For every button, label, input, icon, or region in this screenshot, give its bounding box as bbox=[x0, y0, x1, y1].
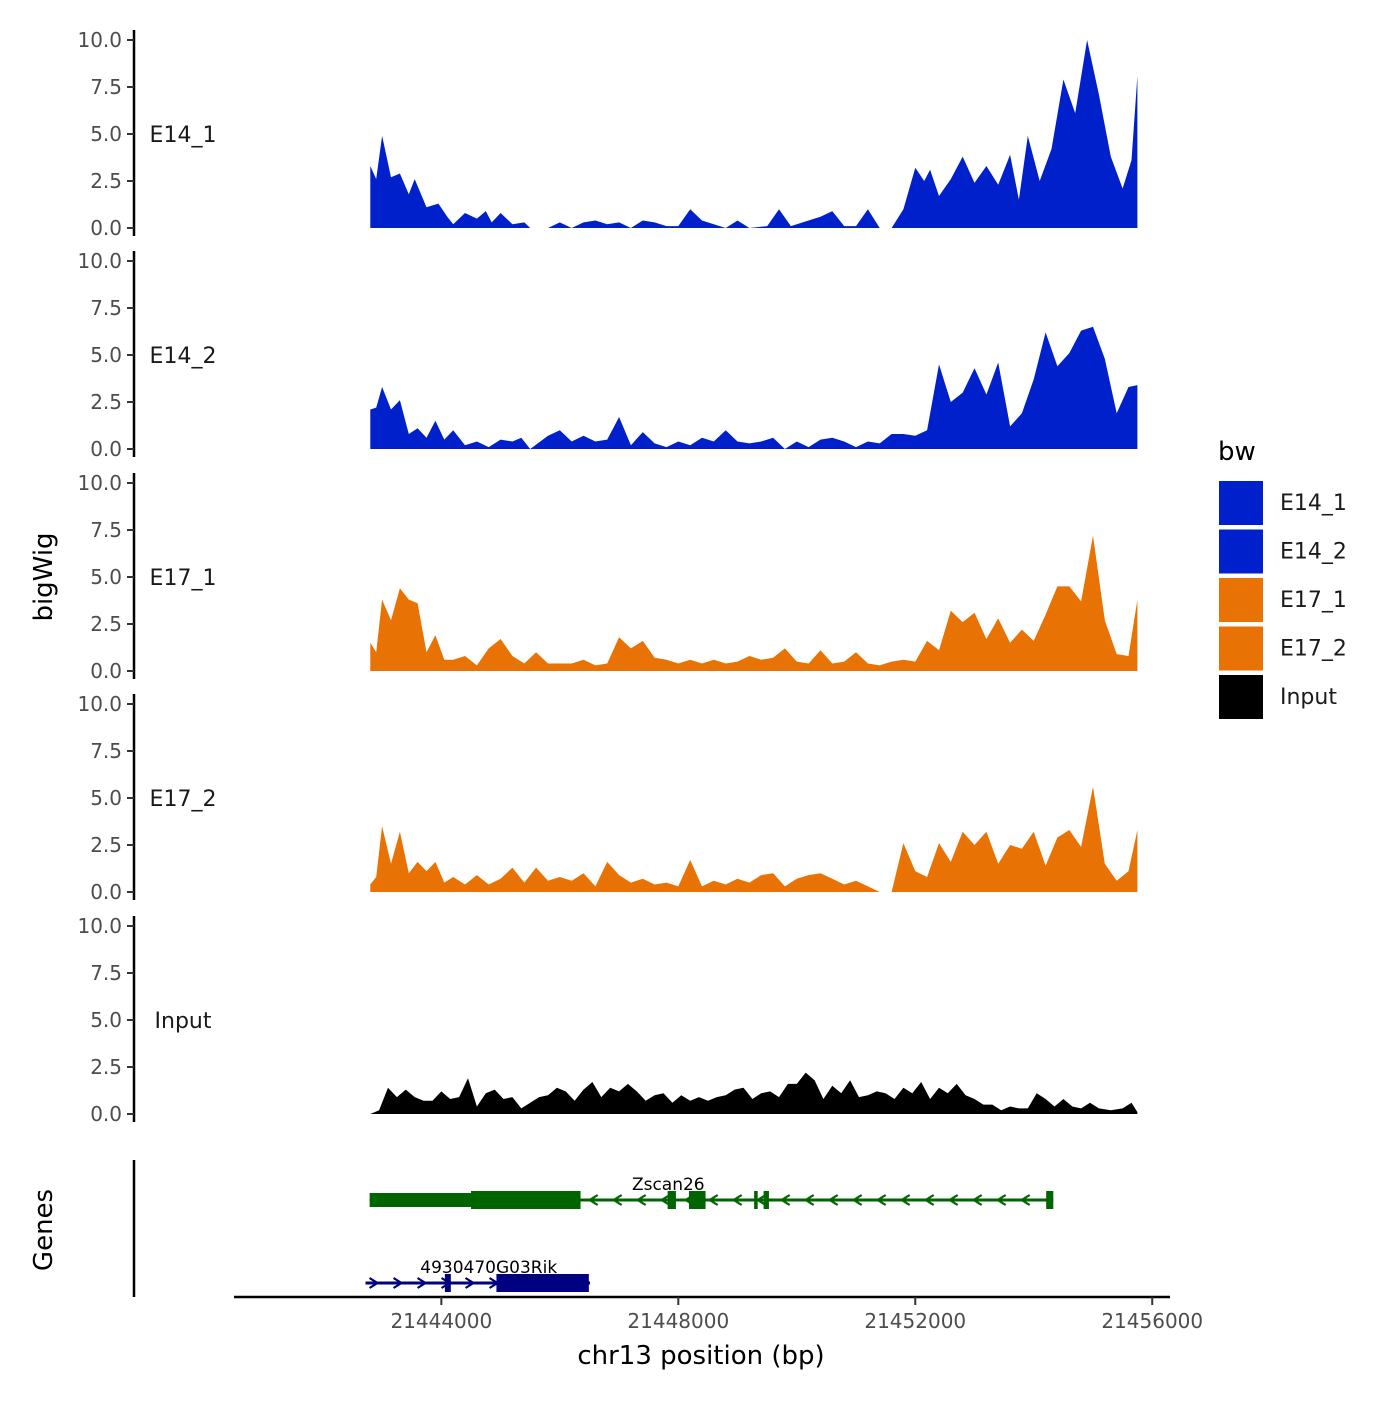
legend-title: bw bbox=[1218, 437, 1256, 467]
y-tick-label: 5.0 bbox=[90, 1008, 122, 1032]
y-tick-label: 7.5 bbox=[90, 75, 122, 99]
coverage-area-e17_1 bbox=[370, 535, 1138, 671]
y-tick-label: 2.5 bbox=[90, 833, 122, 857]
y-tick-label: 10.0 bbox=[77, 471, 122, 495]
gene-name-label: 4930470G03Rik bbox=[420, 1258, 557, 1278]
y-tick-label: 0.0 bbox=[90, 216, 122, 240]
gene-exon bbox=[470, 1191, 581, 1209]
strand-arrow bbox=[971, 1194, 983, 1206]
strand-arrow bbox=[995, 1194, 1007, 1206]
gene-exon bbox=[444, 1274, 451, 1292]
y-tick-label: 5.0 bbox=[90, 565, 122, 589]
legend-swatch-input bbox=[1217, 673, 1265, 721]
y-tick-label: 2.5 bbox=[90, 1055, 122, 1079]
strand-arrow bbox=[368, 1277, 380, 1289]
legend-label-input: Input bbox=[1280, 685, 1337, 710]
gene-exon bbox=[667, 1191, 676, 1209]
track-panel-e14_1: 0.0 2.5 5.0 7.5 10.0 E14_1 bbox=[77, 28, 1138, 240]
y-tick-label: 5.0 bbox=[90, 343, 122, 367]
legend-label-e17_1: E17_1 bbox=[1280, 588, 1347, 613]
strand-arrow bbox=[392, 1277, 404, 1289]
track-panel-e17_1: 0.0 2.5 5.0 7.5 10.0 E17_1 bbox=[77, 471, 1138, 683]
gene-exon bbox=[369, 1193, 471, 1207]
y-tick-label: 7.5 bbox=[90, 739, 122, 763]
strand-arrow bbox=[587, 1194, 599, 1206]
gene-name-label: Zscan26 bbox=[632, 1175, 705, 1195]
strand-arrow bbox=[899, 1194, 911, 1206]
y-tick-label: 10.0 bbox=[77, 249, 122, 273]
gene-exon bbox=[496, 1274, 589, 1292]
strand-arrow bbox=[875, 1194, 887, 1206]
legend-label-e14_1: E14_1 bbox=[1280, 491, 1347, 516]
y-tick-label: 5.0 bbox=[90, 786, 122, 810]
legend-swatch-e17_2 bbox=[1217, 624, 1265, 673]
x-tick-label: 21452000 bbox=[864, 1309, 966, 1333]
track-panel-input: 0.0 2.5 5.0 7.5 10.0 Input bbox=[77, 914, 1138, 1126]
gene-exon bbox=[763, 1191, 769, 1209]
y-tick-label: 7.5 bbox=[90, 961, 122, 985]
x-tick-label: 21456000 bbox=[1101, 1309, 1203, 1333]
coverage-tracks: 0.0 2.5 5.0 7.5 10.0 E14_1 0.0 2.5 5.0 7.5 10.0 E14… bbox=[77, 28, 1138, 1126]
y-tick-label: 10.0 bbox=[77, 914, 122, 938]
strand-arrow bbox=[779, 1194, 791, 1206]
strand-arrow bbox=[1019, 1194, 1031, 1206]
genes-track-title: Genes bbox=[29, 1189, 59, 1271]
track-panel-e14_2: 0.0 2.5 5.0 7.5 10.0 E14_2 bbox=[77, 249, 1138, 461]
coverage-area-e17_2 bbox=[370, 786, 1138, 892]
strand-arrow bbox=[659, 1194, 671, 1206]
strand-arrow bbox=[827, 1194, 839, 1206]
y-tick-label: 7.5 bbox=[90, 518, 122, 542]
strand-arrow bbox=[611, 1194, 623, 1206]
x-axis: 21444000 21448000 21452000 21456000 bbox=[234, 1295, 1203, 1333]
coverage-area-e14_2 bbox=[370, 326, 1138, 449]
gene-zscan26: Zscan26 bbox=[369, 1175, 1054, 1209]
track-label-e17_2: E17_2 bbox=[150, 787, 217, 812]
y-axis-title: bigWig bbox=[29, 532, 59, 621]
legend-label-e14_2: E14_2 bbox=[1280, 540, 1347, 565]
track-label-input: Input bbox=[155, 1009, 212, 1034]
y-tick-label: 5.0 bbox=[90, 122, 122, 146]
gene-exon bbox=[754, 1191, 758, 1209]
gene-4930470g03rik: 4930470G03Rik bbox=[365, 1258, 591, 1292]
track-label-e14_2: E14_2 bbox=[150, 344, 217, 369]
y-tick-label: 2.5 bbox=[90, 390, 122, 414]
gene-annotation-track: Zscan26 4930470G03Rik bbox=[132, 1160, 1054, 1297]
strand-arrow bbox=[947, 1194, 959, 1206]
legend-swatch-e14_2 bbox=[1217, 527, 1265, 576]
strand-arrow bbox=[635, 1194, 647, 1206]
x-tick-label: 21448000 bbox=[627, 1309, 729, 1333]
strand-arrow bbox=[464, 1277, 476, 1289]
y-tick-label: 7.5 bbox=[90, 296, 122, 320]
track-label-e17_1: E17_1 bbox=[150, 566, 217, 591]
y-tick-label: 0.0 bbox=[90, 880, 122, 904]
track-label-e14_1: E14_1 bbox=[150, 123, 217, 148]
coverage-area-input bbox=[370, 1072, 1138, 1114]
y-tick-label: 0.0 bbox=[90, 659, 122, 683]
x-axis-title: chr13 position (bp) bbox=[577, 1341, 824, 1371]
legend: bw E14_1 E14_2 E17_1 E17_2 Input bbox=[1217, 437, 1347, 721]
y-tick-label: 0.0 bbox=[90, 437, 122, 461]
y-tick-label: 2.5 bbox=[90, 612, 122, 636]
y-tick-label: 0.0 bbox=[90, 1102, 122, 1126]
gene-exon bbox=[1046, 1191, 1054, 1209]
strand-arrow bbox=[923, 1194, 935, 1206]
strand-arrow bbox=[707, 1194, 719, 1206]
gene-exon bbox=[688, 1191, 706, 1209]
legend-swatch-e14_1 bbox=[1217, 479, 1265, 527]
strand-arrow bbox=[731, 1194, 743, 1206]
legend-label-e17_2: E17_2 bbox=[1280, 637, 1347, 662]
y-tick-label: 10.0 bbox=[77, 692, 122, 716]
y-tick-label: 2.5 bbox=[90, 169, 122, 193]
strand-arrow bbox=[851, 1194, 863, 1206]
track-panel-e17_2: 0.0 2.5 5.0 7.5 10.0 E17_2 bbox=[77, 692, 1138, 904]
legend-swatch-e17_1 bbox=[1217, 576, 1265, 624]
strand-arrow bbox=[803, 1194, 815, 1206]
x-tick-label: 21444000 bbox=[390, 1309, 492, 1333]
y-tick-label: 10.0 bbox=[77, 28, 122, 52]
strand-arrow bbox=[416, 1277, 428, 1289]
coverage-area-e14_1 bbox=[370, 40, 1138, 228]
